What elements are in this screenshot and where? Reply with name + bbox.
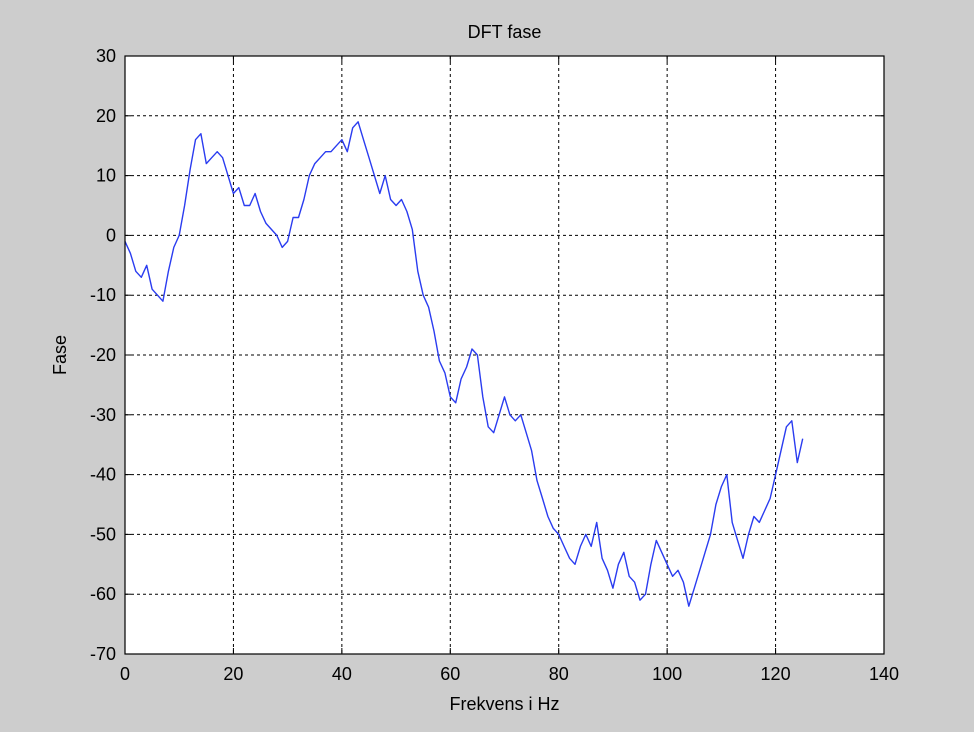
y-tick-label: -50 — [90, 524, 116, 544]
y-tick-labels: 30 20 10 0 -10 -20 -30 -40 -50 -60 -70 — [90, 46, 116, 664]
axis-ticks — [124, 55, 885, 655]
x-tick-label: 60 — [440, 664, 460, 684]
chart-title: DFT fase — [468, 22, 542, 42]
x-tick-label: 80 — [549, 664, 569, 684]
x-tick-label: 40 — [332, 664, 352, 684]
x-tick-label: 140 — [869, 664, 899, 684]
x-tick-labels: 0 20 40 60 80 100 120 140 — [120, 664, 899, 684]
y-tick-label: -60 — [90, 584, 116, 604]
y-tick-label: -40 — [90, 465, 116, 485]
x-tick-label: 0 — [120, 664, 130, 684]
plot-area — [124, 121, 804, 607]
y-tick-label: 0 — [106, 225, 116, 245]
y-tick-label: -20 — [90, 345, 116, 365]
grid-lines — [125, 56, 884, 654]
phase-series-line — [124, 121, 804, 607]
y-tick-label: 10 — [96, 166, 116, 186]
y-tick-label: 30 — [96, 46, 116, 66]
y-tick-label: -30 — [90, 405, 116, 425]
y-axis-label: Fase — [50, 335, 70, 375]
x-tick-label: 20 — [223, 664, 243, 684]
y-tick-label: -70 — [90, 644, 116, 664]
x-tick-label: 120 — [761, 664, 791, 684]
y-tick-label: 20 — [96, 106, 116, 126]
y-tick-label: -10 — [90, 285, 116, 305]
x-axis-label: Frekvens i Hz — [449, 694, 559, 714]
x-tick-label: 100 — [652, 664, 682, 684]
